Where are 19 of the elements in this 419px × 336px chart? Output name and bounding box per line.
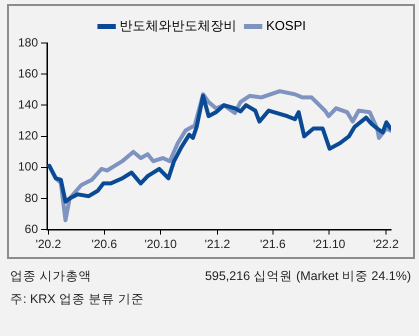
text: 주: KRX 업종 분류 기준 bbox=[10, 291, 144, 308]
y-tick-label: 160 bbox=[18, 66, 38, 80]
y-tick-label: 120 bbox=[18, 128, 38, 143]
y-tick-label: 180 bbox=[18, 35, 38, 50]
x-tick-label: '22.2 bbox=[373, 237, 400, 252]
x-tick-label: '20.6 bbox=[91, 237, 118, 252]
y-tick-label: 140 bbox=[18, 98, 38, 112]
legend-label: KOSPI bbox=[266, 18, 306, 34]
x-tick-label: '20.2 bbox=[36, 237, 62, 252]
y-tick-label: 100 bbox=[18, 160, 38, 174]
x-tick-label: '21.2 bbox=[204, 237, 231, 252]
x-tick-label: '21.6 bbox=[260, 237, 286, 252]
y-tick-label: 60 bbox=[24, 222, 38, 236]
y-tick-label: 80 bbox=[24, 190, 38, 205]
legend-label: 반도체와반도체장비 bbox=[120, 18, 237, 34]
x-tick-label: '20.10 bbox=[144, 237, 178, 252]
text: 업종 시가총액 bbox=[10, 268, 92, 285]
text: 595,216 십억원 (Market 비중 24.1%) bbox=[204, 268, 411, 285]
x-tick-label: '21.10 bbox=[312, 237, 346, 252]
